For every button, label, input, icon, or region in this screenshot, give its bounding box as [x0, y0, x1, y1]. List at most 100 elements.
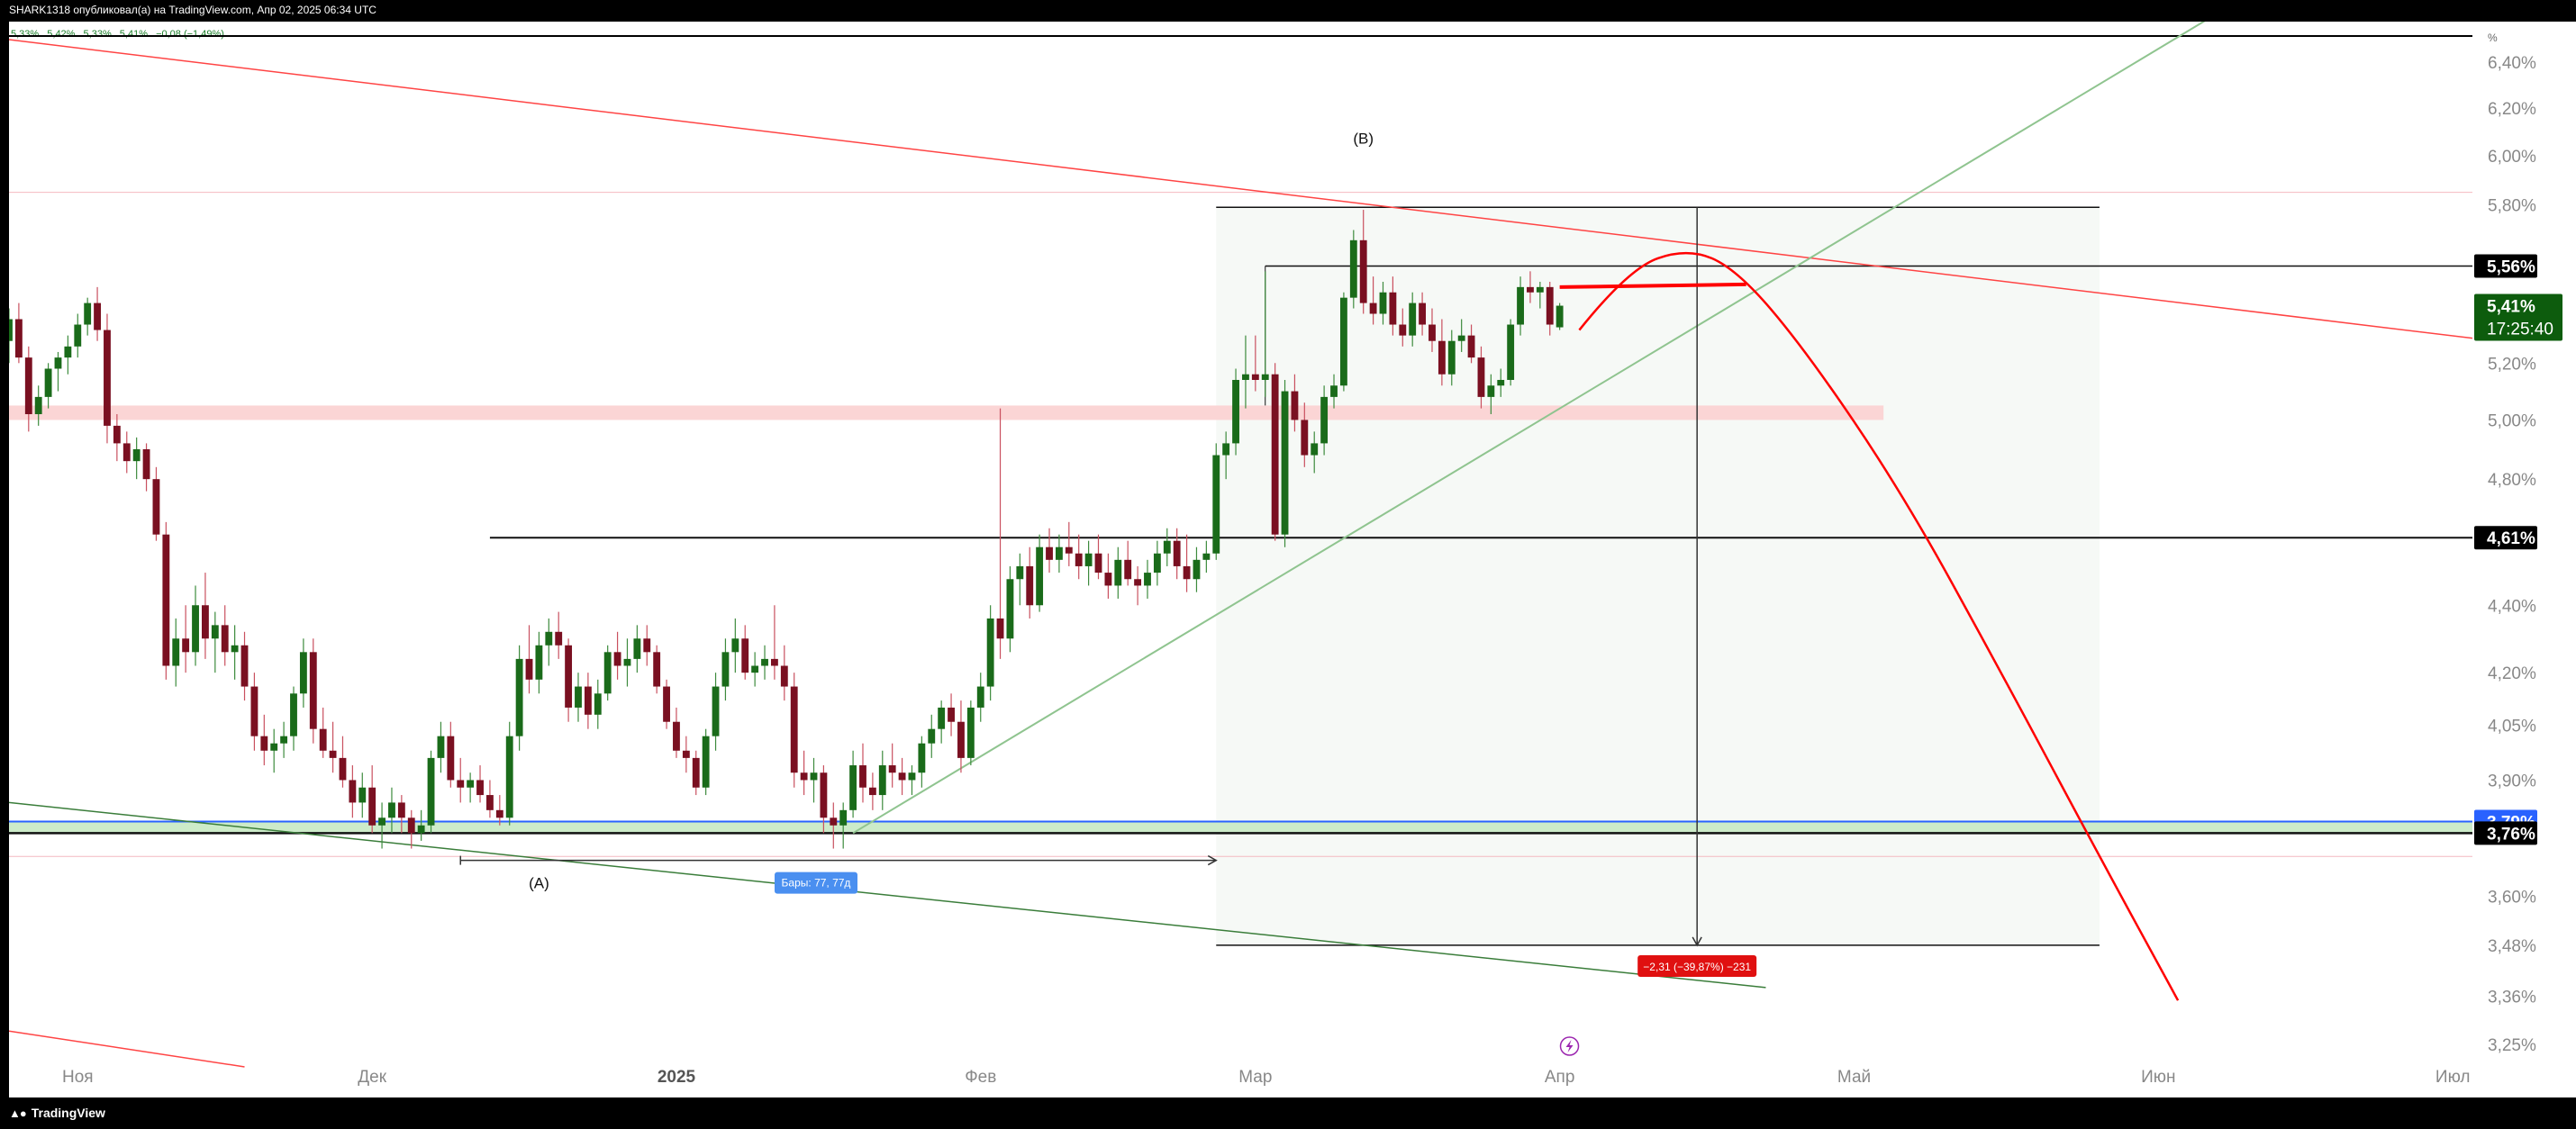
candle-body [162, 534, 170, 666]
y-tick-label: 5,80% [2488, 196, 2536, 215]
candle-body [702, 736, 710, 788]
candle-body [1546, 286, 1554, 325]
candle-body [830, 817, 838, 826]
candle-body [349, 780, 357, 803]
candle-body [1134, 579, 1142, 586]
candle-body [741, 638, 749, 673]
candle-body [938, 707, 946, 729]
candle-body [270, 743, 278, 751]
candle-body [457, 780, 465, 788]
candle-body [1202, 553, 1211, 560]
x-tick-label: Мар [1238, 1068, 1272, 1087]
candle-body [839, 809, 848, 826]
x-tick-label: Июл [2435, 1068, 2471, 1087]
candle-body [575, 686, 582, 708]
candle-body [339, 757, 347, 781]
candle-body [240, 645, 249, 687]
candle-body [957, 721, 965, 758]
y-tick-label: 3,25% [2488, 1036, 2536, 1055]
candle-body [1291, 391, 1299, 420]
y-tick-label: 6,00% [2488, 148, 2536, 167]
x-tick-label: Дек [358, 1068, 386, 1087]
candle-body [319, 728, 327, 751]
tradingview-brand[interactable]: ▲● TradingView [9, 1106, 105, 1120]
candle-body [663, 686, 670, 722]
candle-body [1144, 573, 1151, 586]
candle-body [1399, 324, 1407, 336]
candle-body [613, 652, 621, 666]
candle-body [476, 780, 484, 796]
last-price-label: 5,41% [2487, 298, 2535, 317]
candle-body [1527, 286, 1534, 293]
candle-body [231, 645, 239, 653]
candle-body [505, 736, 513, 818]
candle-body [1261, 374, 1269, 380]
candle-body [122, 443, 131, 462]
candle-body [1094, 553, 1102, 574]
candle-body [358, 787, 367, 803]
candle-body [309, 652, 317, 729]
candle-body [290, 693, 297, 736]
candle-body [555, 631, 563, 646]
candle-body [1507, 324, 1515, 380]
candle-body [1026, 565, 1034, 606]
candle-body [888, 765, 896, 773]
candle-body [996, 618, 1004, 639]
candle-body [495, 809, 503, 818]
red-trendline-upper [9, 39, 2472, 339]
candle-body [692, 757, 700, 788]
candle-body [1075, 553, 1083, 566]
candle-body [417, 825, 425, 834]
candle-body [1457, 335, 1465, 341]
candle-body [1339, 297, 1347, 386]
candle-body [820, 772, 828, 818]
candle-body [1212, 455, 1220, 554]
red-trendline-lower [9, 1030, 245, 1068]
bar-countdown-label: 17:25:40 [2487, 321, 2553, 339]
candle-body [54, 357, 62, 369]
candle-body [1438, 340, 1446, 375]
candle-body [1251, 374, 1259, 380]
candle-body [368, 787, 376, 826]
wave-label-a: (A) [529, 874, 549, 891]
x-tick-label: Апр [1545, 1068, 1575, 1087]
candle-body [1242, 374, 1249, 380]
x-tick-label: Фев [965, 1068, 996, 1087]
candle-body [1271, 374, 1279, 535]
bottom-bar [0, 1097, 2576, 1129]
candle-body [192, 605, 199, 653]
candle-body [810, 772, 818, 781]
projection-box [1216, 207, 2100, 945]
candle-body [1163, 540, 1171, 554]
candle-body [1084, 553, 1093, 566]
x-tick-label: Июн [2141, 1068, 2175, 1087]
candle-body [211, 625, 219, 639]
candle-body [1369, 303, 1377, 314]
last-price-tag [2474, 294, 2562, 341]
candle-body [1173, 540, 1181, 566]
candle-body [1497, 379, 1505, 386]
price-axis: % 6,40% 6,20% 6,00% 5,80% 5,20% 5,00% 4,80% 4,40… [2472, 22, 2576, 1077]
left-border [0, 0, 9, 1129]
price-tag [2474, 254, 2537, 278]
candle-body [388, 802, 395, 818]
candle-body [1409, 303, 1417, 336]
x-tick-label: Ноя [62, 1068, 94, 1087]
candle-body [104, 330, 111, 426]
candle-body [1036, 546, 1044, 606]
candle-body [918, 743, 926, 773]
candle-body [849, 765, 857, 810]
candle-body [1389, 292, 1397, 325]
candle-body [1447, 340, 1456, 375]
candle-body [1153, 553, 1161, 574]
candle-body [1536, 286, 1544, 293]
support-zone [9, 821, 2472, 834]
candle-body [437, 736, 445, 758]
candle-body [1419, 303, 1427, 325]
lightning-bolt-glyph [1565, 1040, 1574, 1052]
candle-body [712, 686, 720, 736]
candle-body [1379, 292, 1387, 314]
x-tick-label: 2025 [658, 1068, 696, 1087]
candle-body [9, 319, 13, 341]
